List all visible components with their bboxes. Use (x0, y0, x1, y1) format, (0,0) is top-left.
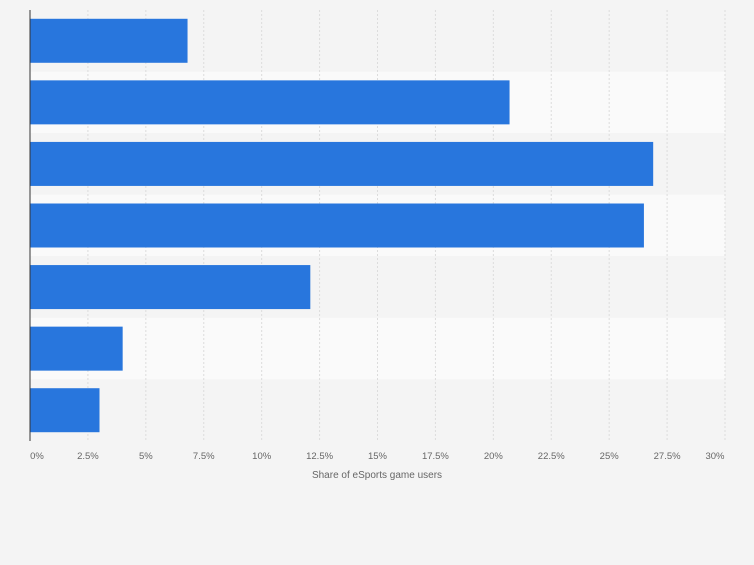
bar-3 (30, 203, 644, 248)
x-tick-label-2: 5% (139, 451, 153, 462)
x-tick-label-3: 7.5% (193, 451, 215, 462)
x-tick-label-10: 25% (600, 451, 620, 462)
x-tick-label-8: 20% (484, 451, 504, 462)
x-tick-label-4: 10% (252, 451, 272, 462)
bars (30, 18, 654, 433)
x-tick-label-6: 15% (368, 451, 388, 462)
x-tick-labels: 0% 2.5% 5% 7.5% 10% 12.5% 15% 17.5% 20% 22.5% 25% 2… (30, 451, 725, 462)
x-tick-label-0: 0% (30, 451, 44, 462)
x-axis-title: Share of eSports game users (312, 470, 442, 481)
x-tick-label-11: 27.5% (654, 451, 681, 462)
bar-5 (30, 326, 123, 371)
x-tick-label-7: 17.5% (422, 451, 449, 462)
bar-1 (30, 80, 510, 125)
bar-4 (30, 265, 311, 310)
x-tick-label-12: 30% (705, 451, 725, 462)
x-tick-label-1: 2.5% (77, 451, 99, 462)
row-band-5 (30, 317, 725, 380)
x-tick-label-9: 22.5% (538, 451, 565, 462)
x-tick-label-5: 12.5% (306, 451, 333, 462)
bar-0 (30, 18, 188, 63)
bar-2 (30, 141, 654, 186)
bar-6 (30, 388, 100, 433)
